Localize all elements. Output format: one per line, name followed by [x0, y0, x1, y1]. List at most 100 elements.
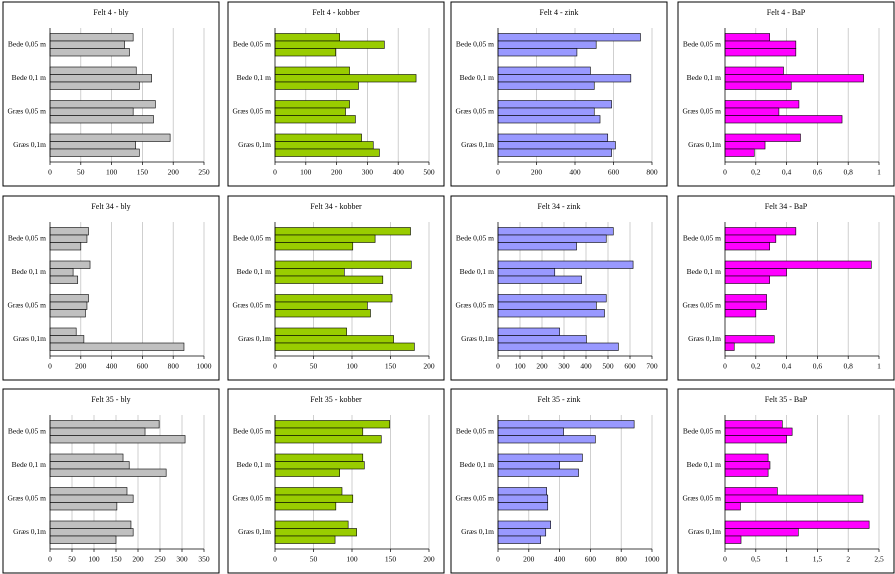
x-tick-label: 2,5: [874, 555, 884, 564]
bar: [274, 260, 412, 269]
y-tick-label: Bede 0,05 m: [233, 233, 271, 242]
x-tick-label: 600: [608, 168, 620, 177]
y-tick-label: Græs 0,05 m: [232, 493, 271, 502]
y-tick-label: Bede 0,05 m: [456, 39, 494, 48]
chart-title: Felt 34 - kobber: [310, 202, 362, 211]
bar: [497, 461, 560, 470]
x-tick-label: 200: [132, 555, 144, 564]
chart-title: Felt 35 - bly: [91, 395, 130, 404]
bar: [724, 294, 767, 303]
panel-frame: [450, 388, 668, 574]
y-tick-label: Græs 0,1m: [238, 334, 271, 343]
bar: [497, 100, 612, 109]
x-tick-label: 0,6: [813, 168, 823, 177]
y-tick-label: Græs 0,05 m: [682, 493, 721, 502]
bar: [49, 327, 77, 336]
bar: [724, 342, 735, 351]
y-tick-label: Bede 0,1 m: [12, 267, 47, 276]
y-tick-label: Bede 0,05 m: [456, 233, 494, 242]
bar: [724, 74, 864, 83]
bar: [497, 427, 564, 436]
bar: [274, 520, 349, 529]
chart-title: Felt 34 - bly: [91, 202, 130, 211]
bar: [274, 275, 384, 284]
x-tick-label: 100: [346, 555, 358, 564]
bar: [49, 420, 160, 429]
bar: [497, 148, 612, 157]
x-tick-label: 700: [646, 362, 658, 371]
chart-title: Felt 35 - zink: [538, 395, 581, 404]
bar: [49, 234, 88, 243]
bar: [274, 74, 417, 83]
x-tick-label: 150: [137, 168, 149, 177]
bar: [497, 81, 595, 90]
bar: [724, 107, 780, 116]
bar: [274, 66, 350, 75]
bar: [724, 66, 784, 75]
bar: [49, 427, 146, 436]
y-tick-label: Bede 0,05 m: [8, 233, 46, 242]
bar: [49, 528, 134, 537]
bar: [274, 468, 340, 477]
bar: [274, 435, 382, 444]
chart-panel: Felt 35 - kobber 0 50 100 150 200 Bede 0,05 m B…: [227, 388, 445, 574]
x-tick-label: 200: [423, 555, 435, 564]
x-tick-label: 300: [558, 362, 570, 371]
x-tick-label: 300: [362, 168, 374, 177]
bar: [49, 301, 88, 310]
x-tick-label: 1: [877, 362, 881, 371]
bar: [724, 242, 770, 251]
bar: [497, 327, 560, 336]
bar: [724, 487, 778, 496]
bar: [49, 268, 74, 277]
x-tick-label: 500: [423, 168, 435, 177]
bar: [274, 301, 368, 310]
chart-panel: Felt 34 - zink 0 100 200 300 400 500 600 700 Bede…: [450, 195, 668, 381]
x-tick-label: 2: [846, 555, 850, 564]
x-tick-label: 150: [110, 555, 122, 564]
bar: [724, 435, 787, 444]
x-tick-label: 800: [168, 362, 180, 371]
bar: [724, 335, 775, 344]
x-tick-label: 0,8: [844, 362, 854, 371]
y-tick-label: Græs 0,1m: [688, 527, 721, 536]
panel-frame: [227, 1, 445, 187]
x-tick-label: 800: [646, 168, 658, 177]
bar: [497, 107, 595, 116]
chart-panel: Felt 35 - BaP 0 0,5 1 1,5 2 2,5 Bede 0,05 m Bede…: [677, 388, 895, 574]
bar: [724, 461, 771, 470]
chart-title: Felt 4 - bly: [93, 8, 128, 17]
bar: [274, 148, 380, 157]
y-tick-label: Græs 0,05 m: [455, 300, 494, 309]
bar: [49, 468, 167, 477]
bar: [274, 40, 385, 49]
bar: [49, 453, 124, 462]
x-tick-label: 200: [523, 555, 535, 564]
chart-panel: Felt 35 - zink 0 200 400 600 800 1000 Bede 0,05…: [450, 388, 668, 574]
x-tick-label: 800: [616, 555, 628, 564]
y-tick-label: Græs 0,1m: [461, 527, 494, 536]
x-tick-label: 0: [273, 168, 277, 177]
y-tick-label: Græs 0,1m: [461, 334, 494, 343]
x-tick-label: 200: [423, 362, 435, 371]
bar: [497, 33, 641, 42]
x-tick-label: 0,2: [751, 168, 761, 177]
bar: [274, 107, 346, 116]
bar: [724, 133, 801, 142]
x-tick-label: 0,4: [782, 362, 792, 371]
y-tick-label: Græs 0,05 m: [7, 493, 46, 502]
y-tick-label: Græs 0,05 m: [682, 106, 721, 115]
bar: [724, 420, 783, 429]
x-tick-label: 0: [48, 362, 52, 371]
bar: [274, 309, 371, 318]
y-tick-label: Bede 0,1 m: [687, 73, 722, 82]
y-tick-label: Bede 0,1 m: [687, 460, 722, 469]
bar: [49, 33, 134, 42]
bar: [274, 294, 393, 303]
bar: [274, 427, 364, 436]
bar: [274, 227, 411, 236]
x-tick-label: 50: [68, 555, 76, 564]
bar: [724, 453, 769, 462]
panel-frame: [450, 195, 668, 381]
chart-title: Felt 35 - kobber: [310, 395, 362, 404]
